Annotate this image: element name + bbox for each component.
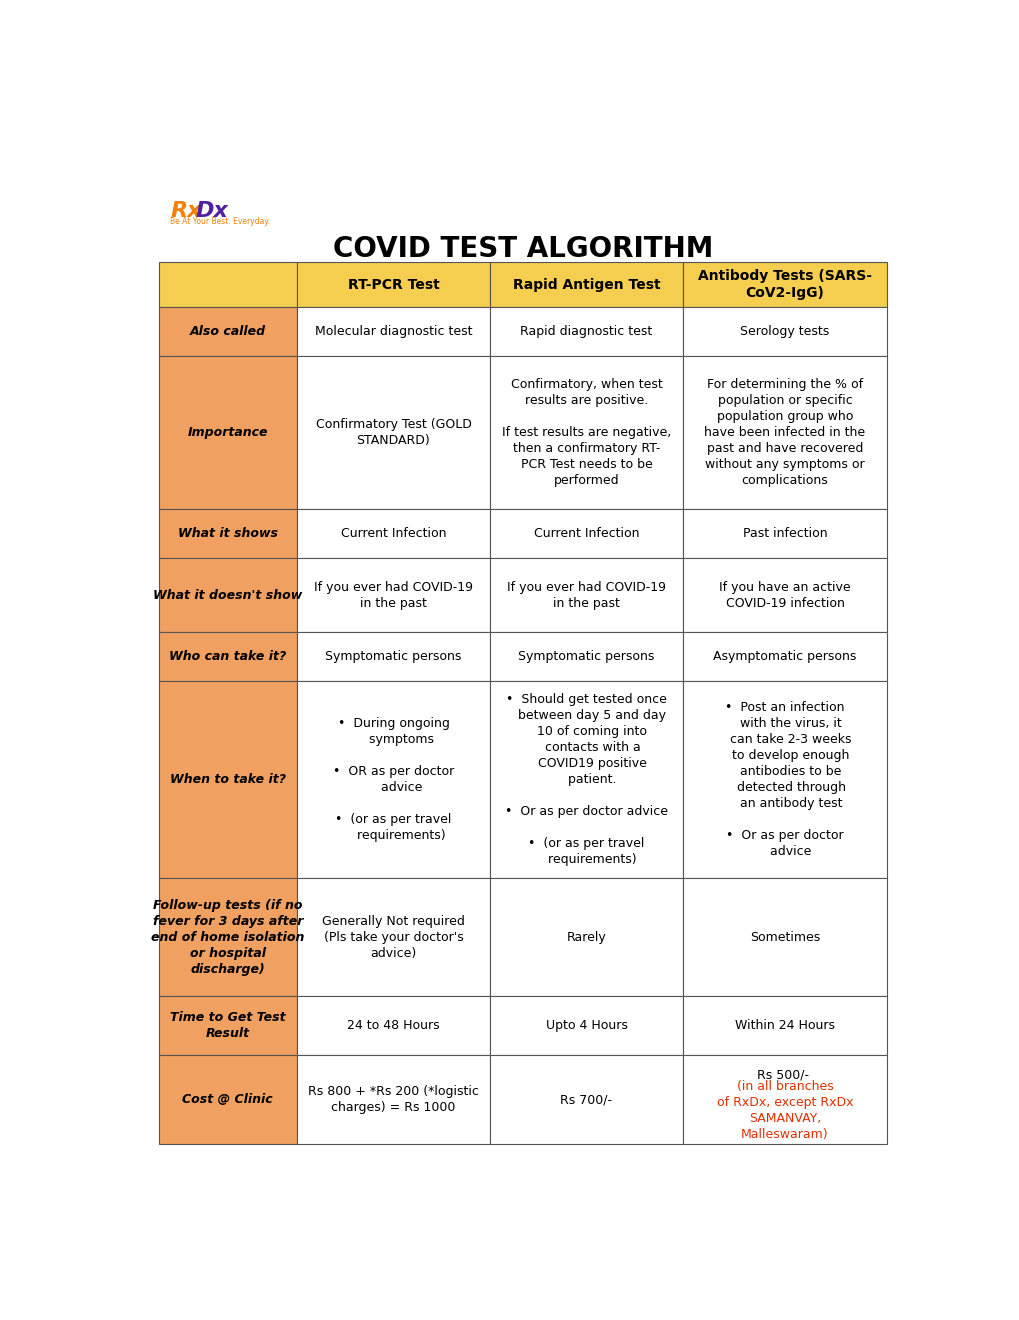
Bar (297, 878, 489, 997)
Bar (158, 681, 297, 878)
Bar (489, 510, 683, 558)
Text: Upto 4 Hours: Upto 4 Hours (545, 1019, 627, 1032)
Text: If you ever had COVID-19
in the past: If you ever had COVID-19 in the past (506, 581, 665, 610)
Bar (297, 308, 489, 356)
Text: Who can take it?: Who can take it? (169, 649, 286, 663)
Bar (158, 510, 297, 558)
Text: •  During ongoing
    symptoms

•  OR as per doctor
    advice

•  (or as per tr: • During ongoing symptoms • OR as per do… (332, 717, 453, 842)
Text: Molecular diagnostic test: Molecular diagnostic test (315, 325, 472, 338)
Bar (489, 878, 683, 997)
Bar (683, 878, 887, 997)
Text: Rs 700/-: Rs 700/- (560, 1093, 611, 1106)
Text: Past infection: Past infection (742, 527, 826, 540)
Bar (683, 997, 887, 1056)
Text: Serology tests: Serology tests (740, 325, 828, 338)
Text: •  Should get tested once
   between day 5 and day
   10 of coming into
   conta: • Should get tested once between day 5 a… (504, 693, 667, 866)
Text: Confirmatory Test (GOLD
STANDARD): Confirmatory Test (GOLD STANDARD) (315, 418, 471, 447)
Bar (158, 356, 297, 510)
Text: Rarely: Rarely (567, 931, 605, 944)
Text: Rx: Rx (170, 201, 202, 220)
Bar (683, 510, 887, 558)
Bar (158, 878, 297, 997)
Text: Asymptomatic persons: Asymptomatic persons (712, 649, 856, 663)
Bar (297, 558, 489, 632)
Text: Time to Get Test
Result: Time to Get Test Result (170, 1011, 285, 1040)
Text: If you have an active
COVID-19 infection: If you have an active COVID-19 infection (718, 581, 850, 610)
Text: COVID TEST ALGORITHM: COVID TEST ALGORITHM (332, 235, 712, 263)
Text: Confirmatory, when test
results are positive.

If test results are negative,
the: Confirmatory, when test results are posi… (501, 378, 671, 487)
Bar (158, 632, 297, 681)
Text: For determining the % of
population or specific
population group who
have been i: For determining the % of population or s… (704, 378, 865, 487)
Text: Current Infection: Current Infection (340, 527, 445, 540)
Bar (158, 308, 297, 356)
Bar (489, 997, 683, 1056)
Bar (489, 356, 683, 510)
Text: Symptomatic persons: Symptomatic persons (518, 649, 654, 663)
Text: (in all branches
of RxDx, except RxDx
SAMANVAY,
Malleswaram): (in all branches of RxDx, except RxDx SA… (716, 1080, 853, 1140)
Text: When to take it?: When to take it? (169, 774, 285, 787)
Text: Rapid diagnostic test: Rapid diagnostic test (520, 325, 652, 338)
Bar (297, 997, 489, 1056)
Text: Also called: Also called (190, 325, 266, 338)
Text: 24 to 48 Hours: 24 to 48 Hours (346, 1019, 439, 1032)
Bar (683, 356, 887, 510)
Bar (489, 681, 683, 878)
Text: Within 24 Hours: Within 24 Hours (735, 1019, 835, 1032)
Bar (158, 1056, 297, 1144)
Text: Be At Your Best. Everyday.: Be At Your Best. Everyday. (170, 216, 270, 226)
Text: •  Post an infection
   with the virus, it
   can take 2-3 weeks
   to develop e: • Post an infection with the virus, it c… (717, 701, 851, 858)
Bar (489, 558, 683, 632)
Bar (297, 1056, 489, 1144)
Text: Current Infection: Current Infection (533, 527, 639, 540)
Bar (489, 632, 683, 681)
Bar (489, 263, 683, 308)
Bar (158, 997, 297, 1056)
Text: Dx: Dx (196, 201, 228, 220)
Bar (683, 632, 887, 681)
Bar (297, 356, 489, 510)
Bar (297, 632, 489, 681)
Text: Follow-up tests (if no
fever for 3 days after
end of home isolation
or hospital
: Follow-up tests (if no fever for 3 days … (151, 899, 304, 975)
Text: RT-PCR Test: RT-PCR Test (347, 277, 439, 292)
Bar (683, 308, 887, 356)
Bar (158, 263, 297, 308)
Bar (489, 1056, 683, 1144)
Text: Importance: Importance (187, 426, 268, 440)
Bar (297, 263, 489, 308)
Text: What it doesn't show: What it doesn't show (153, 589, 302, 602)
Text: Rs 800 + *Rs 200 (*logistic
charges) = Rs 1000: Rs 800 + *Rs 200 (*logistic charges) = R… (308, 1085, 478, 1114)
Bar (683, 263, 887, 308)
Bar (297, 681, 489, 878)
Text: If you ever had COVID-19
in the past: If you ever had COVID-19 in the past (314, 581, 473, 610)
Text: What it shows: What it shows (177, 527, 277, 540)
Text: Cost @ Clinic: Cost @ Clinic (182, 1093, 273, 1106)
Text: Rs 500/-: Rs 500/- (756, 1068, 812, 1081)
Bar (489, 308, 683, 356)
Text: Antibody Tests (SARS-
CoV2-IgG): Antibody Tests (SARS- CoV2-IgG) (697, 269, 871, 301)
Text: Sometimes: Sometimes (749, 931, 819, 944)
Text: Symptomatic persons: Symptomatic persons (325, 649, 462, 663)
Bar (297, 510, 489, 558)
Bar (683, 558, 887, 632)
Bar (683, 1056, 887, 1144)
Bar (683, 681, 887, 878)
Text: Rapid Antigen Test: Rapid Antigen Test (513, 277, 659, 292)
Bar (158, 558, 297, 632)
Text: Generally Not required
(Pls take your doctor's
advice): Generally Not required (Pls take your do… (322, 915, 465, 960)
